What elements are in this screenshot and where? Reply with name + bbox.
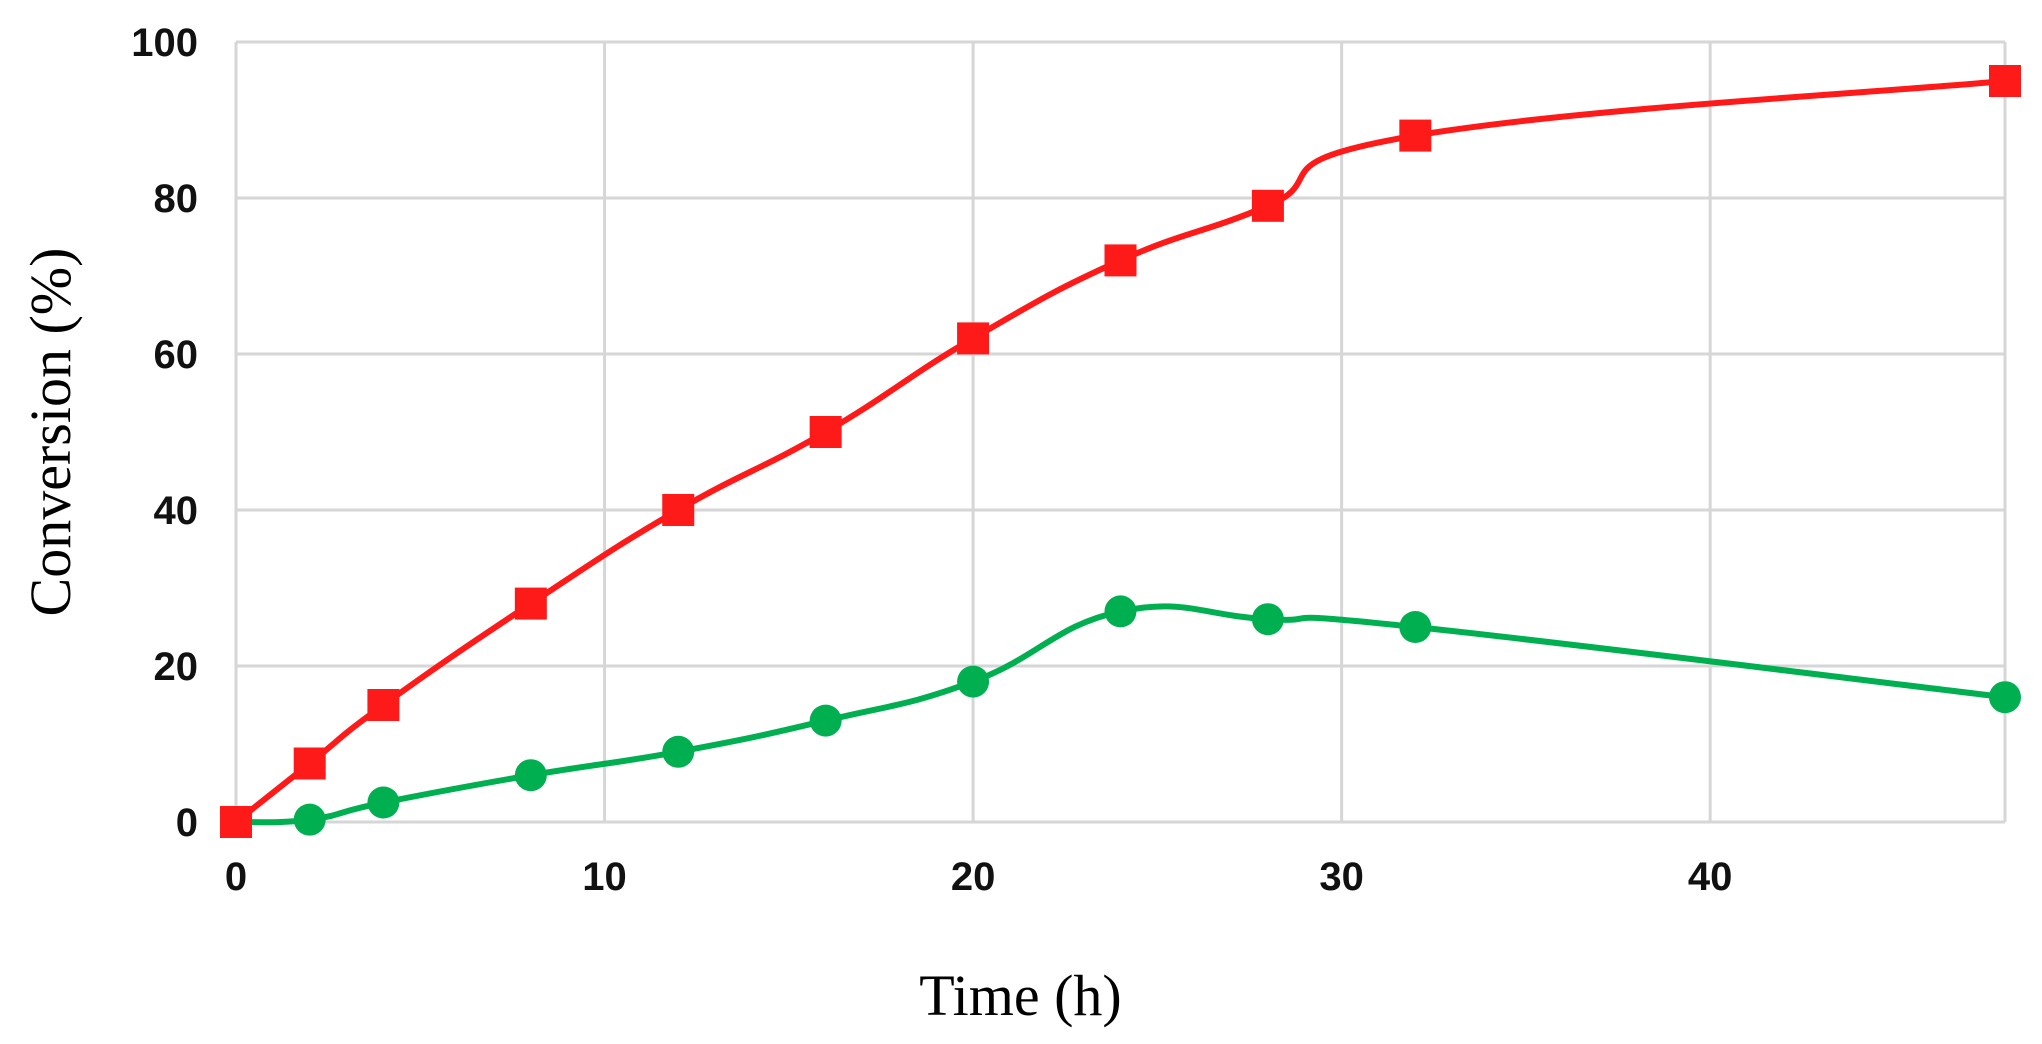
y-tick-label-80: 80 [154, 177, 199, 221]
series-1-point-10 [1989, 65, 2021, 97]
series-1-point-5 [809, 416, 842, 448]
y-tick-label-100: 100 [131, 21, 198, 65]
series-2-point-3 [514, 759, 547, 792]
series-2-point-6 [957, 665, 990, 698]
series-1-point-6 [957, 322, 990, 355]
grid [234, 40, 2007, 824]
series-1-point-0 [220, 806, 252, 838]
x-tick-label-0: 0 [225, 855, 247, 899]
x-tick-label-20: 20 [951, 855, 996, 899]
tick-labels: 0 20 40 60 80 100 0 10 20 30 40 [131, 21, 1732, 899]
y-tick-label-20: 20 [154, 645, 199, 689]
series-1-point-2 [367, 689, 400, 721]
series-2-point-9 [1399, 611, 1432, 643]
series-2-point-1 [293, 803, 326, 836]
series-1-line [233, 78, 2008, 825]
x-tick-label-40: 40 [1688, 855, 1733, 899]
series-1-point-1 [293, 747, 326, 780]
y-tick-label-0: 0 [176, 801, 198, 845]
y-axis-title: Conversion (%) [18, 248, 83, 617]
series-1-point-8 [1251, 189, 1284, 222]
series-1-point-7 [1104, 244, 1137, 277]
series-2-point-5 [809, 704, 842, 737]
series-1 [220, 65, 2021, 838]
series-1-point-3 [514, 587, 547, 620]
series-2-point-2 [367, 786, 400, 819]
x-tick-label-10: 10 [582, 855, 627, 899]
series-2-point-7 [1104, 595, 1137, 628]
series-group [220, 65, 2021, 838]
series-1-point-4 [662, 494, 695, 526]
y-tick-label-60: 60 [154, 333, 199, 377]
x-axis-title: Time (h) [919, 963, 1122, 1028]
series-2-point-4 [662, 735, 695, 768]
series-2-point-8 [1251, 603, 1284, 636]
series-2-line [233, 603, 2008, 826]
series-1-point-9 [1399, 119, 1432, 152]
y-tick-label-40: 40 [154, 489, 199, 533]
series-2-point-10 [1989, 681, 2021, 714]
x-tick-label-30: 30 [1319, 855, 1364, 899]
